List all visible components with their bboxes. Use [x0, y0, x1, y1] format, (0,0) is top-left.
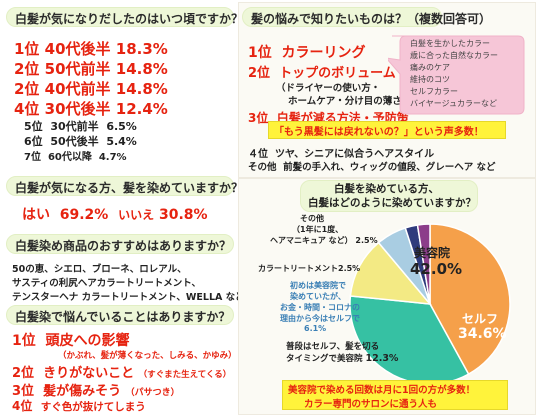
q4-rank-4: 4位 すぐ色が抜けてしまう	[12, 399, 146, 413]
q1-rank-5: 5位 30代前半 6.5%	[24, 120, 137, 133]
pie-slice-other	[416, 223, 431, 305]
q6-question-line-1: 白髪を染めている方、	[334, 183, 439, 195]
pie-label-sometimes-2: タイミングで美容院 12.3%	[286, 353, 399, 364]
q5-rank-2: 2位 トップのボリューム	[248, 66, 396, 81]
pie-slice-sometimes	[349, 241, 432, 305]
q5-rank-2-detail-1: （ドライヤーの使い方・	[276, 83, 381, 94]
bubble-line: バイヤージュカラーなど	[410, 99, 498, 108]
q5-rank-2-detail-2: ホームケア・分け目の薄さ）	[288, 96, 412, 107]
q5-other: その他 前髪の手入れ、ウィッグの値段、グレーヘア など	[248, 162, 496, 173]
bubble-line: セルフカラー	[410, 87, 458, 96]
q1-rank-4: 4位 30代後半 12.4%	[14, 100, 168, 118]
q5-rank-1: 1位 カラーリング	[248, 45, 366, 61]
q5-callout-box	[268, 121, 506, 139]
q4-rank-3: 3位 髪が傷みそう （パサつき）	[12, 384, 180, 399]
bubble-line: 痛みのケア	[410, 63, 450, 72]
q5-rank-4: ４位 ツヤ、シニアに似合うヘアスタイル	[248, 149, 435, 160]
q6-note-1: 美容院で染める回数は月に1回の方が多数！	[288, 385, 476, 396]
bubble-line: 白髪を生かしたカラー	[410, 39, 490, 48]
q1-rank-2b: 2位 40代前半 14.8%	[14, 80, 168, 98]
pie-value-first: 6.1%	[304, 324, 327, 333]
pie-label-other-2: （1年に1度、	[292, 225, 344, 234]
q6-question-line-2: 白髪はどのように染めていますか？	[308, 197, 476, 209]
q3-question: 白髪染め商品のおすすめはありますか？	[6, 234, 234, 254]
q1-rank-2a: 2位 50代前半 14.8%	[14, 60, 168, 78]
q4-question: 白髪染で悩んでいることはありますか？	[6, 305, 234, 325]
q6-note-box	[282, 380, 508, 410]
pie-chart	[349, 223, 511, 385]
pie-label-other-1: その他	[300, 214, 324, 223]
product-line: サスティの利尻ヘアカラートリートメント、	[12, 278, 202, 289]
q1-rank-1: 1位 40代後半 18.3%	[14, 40, 168, 58]
q2-question: 白髪が気になる方、髪を染めていますか？	[6, 176, 243, 196]
q4-rank-1: 1位 頭皮への影響	[12, 333, 130, 349]
q4-rank-1-detail: （かぶれ、髪が薄くなった、しみる、かゆみ）	[58, 351, 237, 361]
pie-label-self: セルフ	[462, 312, 499, 326]
q5-bubble-shape	[388, 35, 525, 115]
q2-answer: はい 69.2% いいえ 30.8%	[22, 207, 208, 223]
pie-label-treat: カラートリートメント2.5%	[258, 264, 361, 273]
bubble-line: 維持のコツ	[410, 75, 450, 84]
q5-question: 髪の悩みで知りたいものは？（複数回答可）	[242, 7, 491, 27]
q6-question-box	[300, 180, 478, 212]
pie-label-other-3: ヘアマニキュア など） 2.5%	[270, 236, 378, 245]
q1-rank-6: 6位 50代後半 5.4%	[24, 135, 137, 148]
q6-note-2: カラー専門のサロンに通う人も	[304, 399, 438, 410]
product-line: 50の恵、シエロ、ブローネ、ロレアル、	[12, 264, 187, 275]
pie-label-first-4: 理由から今はセルフで	[280, 314, 360, 323]
pie-label-first-1: 初めは美容院で	[290, 281, 346, 290]
q1-question: 白髪が気になりだしたのはいつ頃ですか？	[6, 7, 243, 27]
pie-value-salon: 42.0%	[410, 260, 463, 278]
q5-callout: 「もう黒髪には戻れないの？」という声多数！	[274, 127, 484, 138]
bubble-line: 歳に合った自然なカラー	[410, 51, 498, 60]
pie-slice-salon	[429, 223, 511, 376]
pie-label-first-3: お金・時間・コロナの	[280, 303, 360, 312]
pie-value-self: 34.6%	[458, 326, 507, 342]
pie-label-salon: 美容院	[414, 246, 451, 260]
pie-label-sometimes-1: 普段はセルフ、髪を切る	[286, 342, 380, 352]
q4-rank-2: 2位 きりがないこと （すぐまた生えてくる）	[12, 366, 232, 381]
product-line: テンスターヘナ カラートリートメント、WELLA など	[12, 292, 245, 303]
q1-rank-7: 7位 60代以降 4.7%	[24, 152, 127, 163]
q5-panel	[238, 2, 536, 178]
pie-label-first-2: 染めていたが、	[290, 292, 346, 301]
